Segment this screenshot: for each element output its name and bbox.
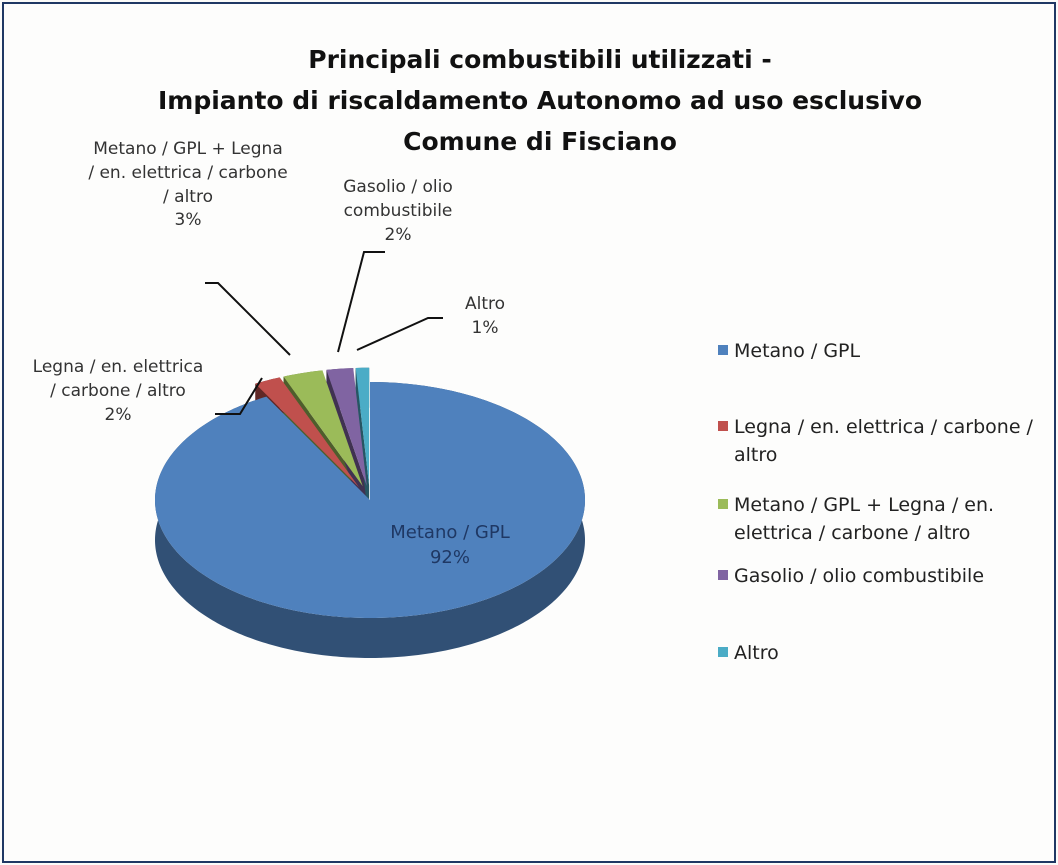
slice: [355, 367, 370, 486]
chart-title: Impianto di riscaldamento Autonomo ad us…: [158, 86, 922, 115]
data-label: Altro 1%: [445, 293, 525, 341]
data-label-value: 2%: [104, 404, 132, 425]
data-label-name: Metano / GPL: [390, 522, 510, 543]
data-label-box: Metano / GPL + Legna / en. elettrica / c…: [88, 138, 288, 233]
data-label-value: 3%: [174, 210, 202, 231]
chart-title: Principali combustibili utilizzati -: [308, 45, 772, 74]
leader-line: [205, 282, 291, 356]
slice: [255, 377, 359, 488]
leader-line: [337, 251, 385, 353]
slice: [283, 370, 363, 487]
legend-swatch: [718, 647, 728, 657]
legend-item: Legna / en. elettrica / carbone / altro: [718, 414, 1054, 469]
legend-item: Metano / GPL: [718, 338, 1054, 366]
data-label: Gasolio / olio combustibile 2%: [318, 176, 478, 247]
slice-tops: [155, 367, 585, 618]
data-label-value: 1%: [471, 317, 499, 338]
data-label-name: Altro: [464, 294, 506, 314]
data-label: Metano / GPL 92%: [360, 520, 540, 570]
slice-cut: [355, 367, 370, 526]
legend-item: Altro: [718, 640, 1054, 668]
data-label-box: Metano / GPL 92%: [360, 520, 540, 570]
legend-label: Altro: [734, 642, 779, 664]
data-label-value: 92%: [429, 547, 470, 569]
leader-line: [215, 377, 263, 415]
data-label-box: Legna / en. elettrica / carbone / altro 2…: [28, 356, 208, 427]
chart-title: Comune di Fisciano: [403, 127, 677, 156]
legend-label: Gasolio / olio combustibile: [734, 565, 985, 587]
legend-swatch: [718, 499, 728, 509]
legend-item: Gasolio / olio combustibile: [718, 563, 1054, 591]
data-label: Legna / en. elettrica / carbone / altro 2…: [28, 356, 208, 427]
data-label-box: Altro 1%: [445, 293, 525, 341]
legend-swatch: [718, 421, 728, 431]
legend-item: Metano / GPL + Legna / en. elettrica / c…: [718, 492, 1054, 547]
data-label-name: Metano / GPL + Legna / en. elettrica / c…: [88, 139, 288, 207]
slice: [155, 382, 585, 618]
legend-swatch: [718, 345, 728, 355]
legend-label: Metano / GPL: [734, 340, 861, 362]
legend-label: Legna / en. elettrica / carbone / altro: [734, 416, 1033, 466]
data-label-name: Gasolio / olio combustibile: [343, 177, 453, 221]
data-label-value: 2%: [384, 224, 412, 245]
leader-line: [356, 317, 443, 351]
legend-swatch: [718, 570, 728, 580]
legend-label: Metano / GPL + Legna / en. elettrica / c…: [734, 494, 995, 544]
slice: [326, 368, 367, 486]
data-label-box: Gasolio / olio combustibile 2%: [318, 176, 478, 247]
data-label: Metano / GPL + Legna / en. elettrica / c…: [88, 138, 288, 233]
data-label-name: Legna / en. elettrica / carbone / altro: [32, 357, 204, 401]
